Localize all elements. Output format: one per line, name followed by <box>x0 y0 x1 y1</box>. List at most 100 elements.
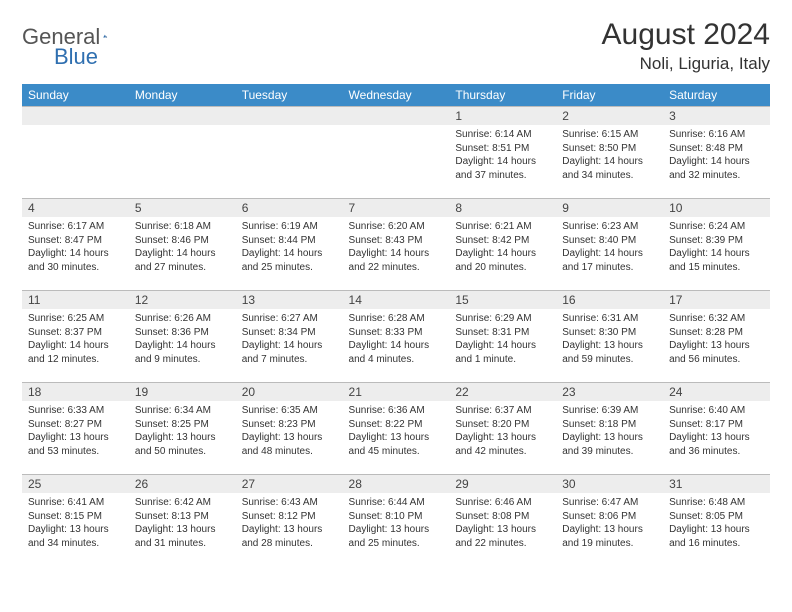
day-number: 11 <box>22 291 129 309</box>
calendar-cell: 23Sunrise: 6:39 AMSunset: 8:18 PMDayligh… <box>556 383 663 475</box>
day-details: Sunrise: 6:44 AMSunset: 8:10 PMDaylight:… <box>343 493 450 552</box>
calendar-cell: 2Sunrise: 6:15 AMSunset: 8:50 PMDaylight… <box>556 107 663 199</box>
day-details: Sunrise: 6:35 AMSunset: 8:23 PMDaylight:… <box>236 401 343 460</box>
day-number: 17 <box>663 291 770 309</box>
weekday-header: Saturday <box>663 84 770 107</box>
day-number: 25 <box>22 475 129 493</box>
month-title: August 2024 <box>602 18 770 52</box>
day-details: Sunrise: 6:17 AMSunset: 8:47 PMDaylight:… <box>22 217 129 276</box>
day-details: Sunrise: 6:29 AMSunset: 8:31 PMDaylight:… <box>449 309 556 368</box>
day-details: Sunrise: 6:47 AMSunset: 8:06 PMDaylight:… <box>556 493 663 552</box>
calendar-cell: 20Sunrise: 6:35 AMSunset: 8:23 PMDayligh… <box>236 383 343 475</box>
day-number: 24 <box>663 383 770 401</box>
day-number: 26 <box>129 475 236 493</box>
day-number: 12 <box>129 291 236 309</box>
day-number: 7 <box>343 199 450 217</box>
day-details: Sunrise: 6:26 AMSunset: 8:36 PMDaylight:… <box>129 309 236 368</box>
day-details: Sunrise: 6:37 AMSunset: 8:20 PMDaylight:… <box>449 401 556 460</box>
calendar-cell: 26Sunrise: 6:42 AMSunset: 8:13 PMDayligh… <box>129 475 236 567</box>
day-number: 3 <box>663 107 770 125</box>
day-details: Sunrise: 6:36 AMSunset: 8:22 PMDaylight:… <box>343 401 450 460</box>
day-details: Sunrise: 6:21 AMSunset: 8:42 PMDaylight:… <box>449 217 556 276</box>
day-number: 22 <box>449 383 556 401</box>
calendar-cell: 21Sunrise: 6:36 AMSunset: 8:22 PMDayligh… <box>343 383 450 475</box>
calendar-cell: 6Sunrise: 6:19 AMSunset: 8:44 PMDaylight… <box>236 199 343 291</box>
calendar-cell: 1Sunrise: 6:14 AMSunset: 8:51 PMDaylight… <box>449 107 556 199</box>
day-number: 18 <box>22 383 129 401</box>
calendar-cell: 3Sunrise: 6:16 AMSunset: 8:48 PMDaylight… <box>663 107 770 199</box>
brand-blue-row: Blue <box>30 44 98 70</box>
day-number: 30 <box>556 475 663 493</box>
calendar-cell: 22Sunrise: 6:37 AMSunset: 8:20 PMDayligh… <box>449 383 556 475</box>
calendar-cell: 24Sunrise: 6:40 AMSunset: 8:17 PMDayligh… <box>663 383 770 475</box>
day-details: Sunrise: 6:46 AMSunset: 8:08 PMDaylight:… <box>449 493 556 552</box>
brand-name-blue: Blue <box>54 44 98 70</box>
calendar-week-row: 1Sunrise: 6:14 AMSunset: 8:51 PMDaylight… <box>22 107 770 199</box>
calendar-cell: 18Sunrise: 6:33 AMSunset: 8:27 PMDayligh… <box>22 383 129 475</box>
calendar-week-row: 4Sunrise: 6:17 AMSunset: 8:47 PMDaylight… <box>22 199 770 291</box>
calendar-cell: 27Sunrise: 6:43 AMSunset: 8:12 PMDayligh… <box>236 475 343 567</box>
calendar-week-row: 18Sunrise: 6:33 AMSunset: 8:27 PMDayligh… <box>22 383 770 475</box>
weekday-header: Friday <box>556 84 663 107</box>
calendar-cell <box>236 107 343 199</box>
calendar-table: Sunday Monday Tuesday Wednesday Thursday… <box>22 84 770 567</box>
day-number: 13 <box>236 291 343 309</box>
weekday-header: Tuesday <box>236 84 343 107</box>
day-details: Sunrise: 6:23 AMSunset: 8:40 PMDaylight:… <box>556 217 663 276</box>
day-number: 2 <box>556 107 663 125</box>
weekday-header: Wednesday <box>343 84 450 107</box>
day-number: 23 <box>556 383 663 401</box>
day-number: 5 <box>129 199 236 217</box>
day-details: Sunrise: 6:34 AMSunset: 8:25 PMDaylight:… <box>129 401 236 460</box>
day-details: Sunrise: 6:19 AMSunset: 8:44 PMDaylight:… <box>236 217 343 276</box>
day-details: Sunrise: 6:41 AMSunset: 8:15 PMDaylight:… <box>22 493 129 552</box>
calendar-cell: 19Sunrise: 6:34 AMSunset: 8:25 PMDayligh… <box>129 383 236 475</box>
empty-day <box>343 107 450 125</box>
weekday-header: Thursday <box>449 84 556 107</box>
calendar-cell: 13Sunrise: 6:27 AMSunset: 8:34 PMDayligh… <box>236 291 343 383</box>
empty-day <box>236 107 343 125</box>
calendar-cell: 15Sunrise: 6:29 AMSunset: 8:31 PMDayligh… <box>449 291 556 383</box>
day-details: Sunrise: 6:48 AMSunset: 8:05 PMDaylight:… <box>663 493 770 552</box>
day-number: 10 <box>663 199 770 217</box>
calendar-cell <box>129 107 236 199</box>
day-number: 19 <box>129 383 236 401</box>
day-number: 14 <box>343 291 450 309</box>
weekday-header: Monday <box>129 84 236 107</box>
day-details: Sunrise: 6:18 AMSunset: 8:46 PMDaylight:… <box>129 217 236 276</box>
day-number: 4 <box>22 199 129 217</box>
calendar-cell: 29Sunrise: 6:46 AMSunset: 8:08 PMDayligh… <box>449 475 556 567</box>
day-number: 9 <box>556 199 663 217</box>
calendar-cell: 31Sunrise: 6:48 AMSunset: 8:05 PMDayligh… <box>663 475 770 567</box>
calendar-cell: 7Sunrise: 6:20 AMSunset: 8:43 PMDaylight… <box>343 199 450 291</box>
day-details: Sunrise: 6:25 AMSunset: 8:37 PMDaylight:… <box>22 309 129 368</box>
day-number: 16 <box>556 291 663 309</box>
day-details: Sunrise: 6:43 AMSunset: 8:12 PMDaylight:… <box>236 493 343 552</box>
weekday-header-row: Sunday Monday Tuesday Wednesday Thursday… <box>22 84 770 107</box>
calendar-cell <box>22 107 129 199</box>
sail-icon <box>103 27 107 45</box>
calendar-cell: 16Sunrise: 6:31 AMSunset: 8:30 PMDayligh… <box>556 291 663 383</box>
day-number: 29 <box>449 475 556 493</box>
calendar-cell: 4Sunrise: 6:17 AMSunset: 8:47 PMDaylight… <box>22 199 129 291</box>
calendar-cell: 8Sunrise: 6:21 AMSunset: 8:42 PMDaylight… <box>449 199 556 291</box>
empty-day <box>22 107 129 125</box>
calendar-cell: 10Sunrise: 6:24 AMSunset: 8:39 PMDayligh… <box>663 199 770 291</box>
calendar-cell: 28Sunrise: 6:44 AMSunset: 8:10 PMDayligh… <box>343 475 450 567</box>
day-details: Sunrise: 6:33 AMSunset: 8:27 PMDaylight:… <box>22 401 129 460</box>
day-details: Sunrise: 6:15 AMSunset: 8:50 PMDaylight:… <box>556 125 663 184</box>
day-details: Sunrise: 6:28 AMSunset: 8:33 PMDaylight:… <box>343 309 450 368</box>
day-details: Sunrise: 6:39 AMSunset: 8:18 PMDaylight:… <box>556 401 663 460</box>
day-details: Sunrise: 6:42 AMSunset: 8:13 PMDaylight:… <box>129 493 236 552</box>
calendar-cell: 12Sunrise: 6:26 AMSunset: 8:36 PMDayligh… <box>129 291 236 383</box>
calendar-cell: 11Sunrise: 6:25 AMSunset: 8:37 PMDayligh… <box>22 291 129 383</box>
day-details: Sunrise: 6:32 AMSunset: 8:28 PMDaylight:… <box>663 309 770 368</box>
day-number: 1 <box>449 107 556 125</box>
day-details: Sunrise: 6:20 AMSunset: 8:43 PMDaylight:… <box>343 217 450 276</box>
day-details: Sunrise: 6:14 AMSunset: 8:51 PMDaylight:… <box>449 125 556 184</box>
calendar-cell <box>343 107 450 199</box>
day-details: Sunrise: 6:24 AMSunset: 8:39 PMDaylight:… <box>663 217 770 276</box>
calendar-cell: 25Sunrise: 6:41 AMSunset: 8:15 PMDayligh… <box>22 475 129 567</box>
day-number: 8 <box>449 199 556 217</box>
day-number: 20 <box>236 383 343 401</box>
